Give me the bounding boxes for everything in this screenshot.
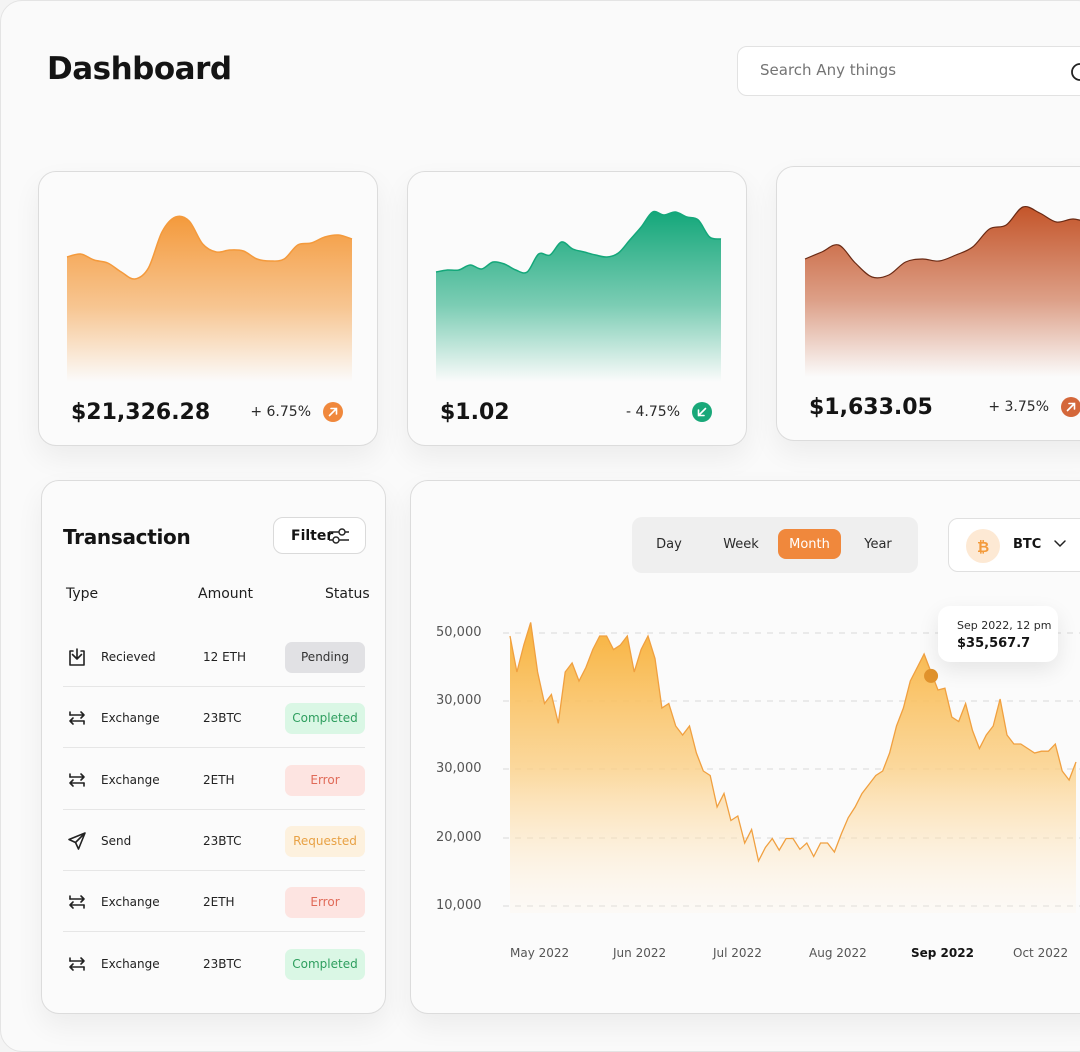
- download-icon: [69, 648, 85, 666]
- send-icon: [68, 832, 86, 850]
- sparkline-area: [67, 216, 352, 382]
- x-tick-label: Oct 2022: [1013, 946, 1069, 960]
- transaction-row[interactable]: Send 23BTC Requested: [63, 810, 365, 871]
- sparkline-chart: [66, 215, 353, 382]
- transaction-amount: 12 ETH: [203, 650, 247, 664]
- card-change: - 4.75%: [626, 404, 680, 420]
- x-tick-label: Sep 2022: [911, 946, 974, 960]
- period-year-button[interactable]: Year: [848, 529, 908, 559]
- exchange-icon: [69, 772, 85, 787]
- trend-up-icon: [1061, 397, 1080, 417]
- price-card[interactable]: $1,633.05 + 3.75%: [776, 166, 1080, 441]
- tooltip-date: Sep 2022, 12 pm: [957, 619, 1052, 632]
- chart-tooltip: Sep 2022, 12 pm $35,567.7: [938, 606, 1058, 662]
- x-tick-label: Jun 2022: [613, 946, 667, 960]
- trend-up-icon: [323, 402, 343, 422]
- sliders-icon: [329, 528, 349, 544]
- sparkline-line: [66, 215, 353, 280]
- bitcoin-icon: ₿: [966, 529, 1000, 563]
- filter-label: Filter: [291, 527, 334, 544]
- transaction-row[interactable]: Exchange 2ETH Error: [63, 871, 365, 933]
- exchange-icon: [69, 895, 85, 909]
- y-tick-label: 30,000: [436, 693, 482, 708]
- x-tick-label: Aug 2022: [809, 946, 867, 960]
- card-change: + 3.75%: [988, 399, 1049, 415]
- transaction-type: Exchange: [101, 956, 160, 971]
- search-icon[interactable]: [1071, 61, 1080, 83]
- highlight-point: [924, 668, 939, 683]
- period-month-button[interactable]: Month: [778, 529, 841, 559]
- transaction-type: Recieved: [101, 650, 156, 664]
- coin-dropdown[interactable]: ₿ BTC: [948, 518, 1080, 572]
- transaction-amount: 2ETH: [203, 772, 235, 787]
- transaction-amount: 23BTC: [203, 711, 242, 726]
- period-week-button[interactable]: Week: [710, 529, 772, 559]
- y-tick-label: 10,000: [436, 898, 482, 913]
- search-input[interactable]: [760, 61, 1040, 79]
- column-header-amount: Amount: [198, 586, 254, 602]
- status-badge: Completed: [285, 703, 365, 735]
- x-tick-label: May 2022: [510, 946, 570, 960]
- svg-text:₿: ₿: [977, 538, 989, 555]
- status-badge: Error: [285, 887, 365, 919]
- status-badge: Error: [285, 764, 365, 796]
- card-price: $21,326.28: [71, 400, 211, 425]
- transaction-row[interactable]: Exchange 2ETH Error: [63, 749, 365, 810]
- coin-label: BTC: [1013, 537, 1042, 552]
- chevron-down-icon: [1054, 540, 1066, 548]
- chart-line: [509, 622, 1077, 863]
- page-title: Dashboard: [47, 51, 232, 87]
- sparkline-chart: [804, 205, 1080, 377]
- sparkline-area: [805, 206, 1080, 377]
- transaction-amount: 23BTC: [203, 956, 242, 971]
- transaction-type: Exchange: [101, 772, 160, 787]
- transaction-type: Send: [101, 833, 132, 848]
- price-card[interactable]: $1.02 - 4.75%: [407, 171, 747, 446]
- card-price: $1,633.05: [809, 395, 933, 420]
- tooltip-value: $35,567.7: [957, 636, 1031, 651]
- status-badge: Completed: [285, 948, 365, 980]
- transaction-type: Exchange: [101, 895, 160, 910]
- y-tick-label: 20,000: [436, 830, 482, 845]
- filter-button[interactable]: Filter: [273, 517, 366, 554]
- period-selector: Day Week Month Year: [632, 517, 918, 573]
- exchange-icon: [69, 956, 85, 971]
- column-header-status: Status: [325, 586, 370, 602]
- transaction-row[interactable]: Exchange 23BTC Completed: [63, 687, 365, 749]
- period-day-button[interactable]: Day: [640, 529, 698, 559]
- y-tick-label: 50,000: [436, 625, 482, 640]
- panel-title: Transaction: [63, 525, 191, 549]
- x-tick-label: Jul 2022: [713, 946, 762, 960]
- transaction-amount: 2ETH: [203, 895, 235, 910]
- trend-down-icon: [692, 402, 712, 422]
- status-badge: Requested: [285, 825, 365, 857]
- card-change: + 6.75%: [250, 404, 311, 420]
- transaction-amount: 23BTC: [203, 833, 242, 848]
- price-card[interactable]: $21,326.28 + 6.75%: [38, 171, 378, 446]
- card-price: $1.02: [440, 400, 510, 425]
- price-chart-panel: Day Week Month Year ₿ BTC 50,000 30,000 …: [410, 480, 1080, 1014]
- sparkline-line: [435, 210, 722, 274]
- chart-area: [510, 622, 1076, 913]
- y-tick-label: 30,000: [436, 761, 482, 776]
- column-header-type: Type: [66, 586, 99, 602]
- sparkline-area: [436, 211, 721, 382]
- area-chart: [503, 622, 1080, 913]
- transaction-row[interactable]: Exchange 23BTC Completed: [63, 933, 365, 994]
- sparkline-line: [804, 205, 1080, 279]
- search-box[interactable]: [737, 46, 1080, 96]
- transaction-type: Exchange: [101, 711, 160, 726]
- sparkline-chart: [435, 210, 722, 382]
- exchange-icon: [69, 711, 85, 726]
- transaction-row[interactable]: Recieved 12 ETH Pending: [63, 626, 365, 687]
- status-badge: Pending: [285, 642, 365, 673]
- transaction-panel: Transaction Filter Type Amount Status Re…: [41, 480, 386, 1014]
